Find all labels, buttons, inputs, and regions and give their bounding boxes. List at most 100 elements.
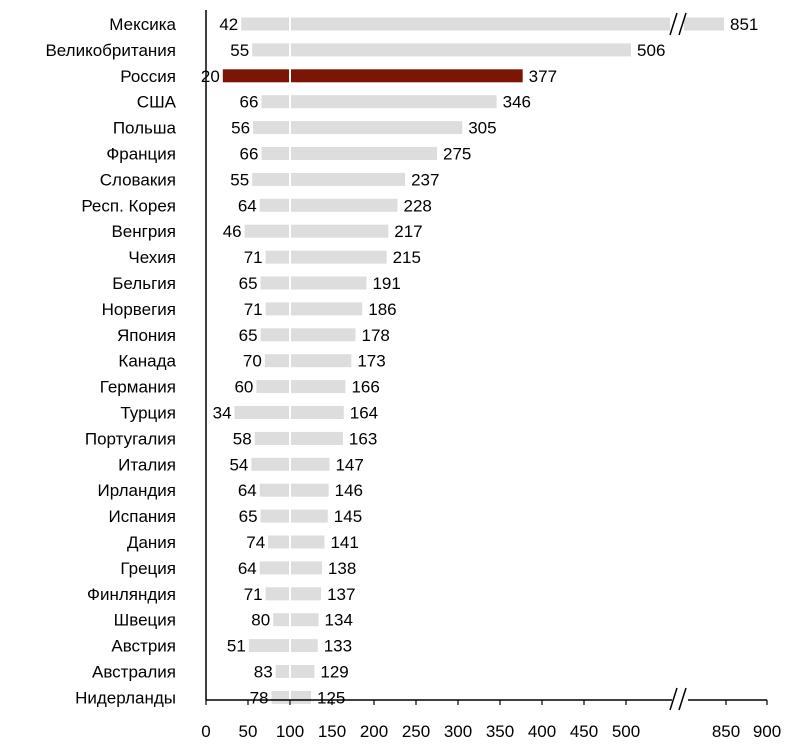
start-value-label: 46 xyxy=(223,222,242,241)
category-label: Австралия xyxy=(92,663,176,682)
range-bar xyxy=(244,224,389,238)
start-value-label: 56 xyxy=(231,119,250,138)
category-label: США xyxy=(137,93,177,112)
start-value-label: 58 xyxy=(233,429,252,448)
bar-break-mark xyxy=(678,12,687,36)
category-label: Великобритания xyxy=(45,41,176,60)
range-bar xyxy=(271,690,311,704)
end-value-label: 133 xyxy=(324,637,352,656)
range-bar xyxy=(241,17,724,31)
start-value-label: 80 xyxy=(251,611,270,630)
end-value-label: 166 xyxy=(351,378,379,397)
start-value-label: 64 xyxy=(238,481,257,500)
range-bar xyxy=(265,302,363,316)
start-value-label: 71 xyxy=(244,248,263,267)
x-tick-label: 250 xyxy=(402,722,430,741)
end-value-label: 191 xyxy=(372,274,400,293)
end-value-label: 851 xyxy=(730,15,758,34)
start-value-label: 64 xyxy=(238,559,257,578)
x-tick-label: 900 xyxy=(753,722,781,741)
x-tick-label: 150 xyxy=(318,722,346,741)
category-label: Нидерланды xyxy=(75,688,176,707)
start-value-label: 66 xyxy=(240,93,259,112)
start-value-label: 65 xyxy=(239,326,258,345)
category-label: Чехия xyxy=(128,248,176,267)
range-bar xyxy=(260,509,328,523)
category-label: Италия xyxy=(118,455,176,474)
range-bar xyxy=(261,147,437,160)
start-value-label: 20 xyxy=(201,67,220,86)
category-label: Мексика xyxy=(109,15,176,34)
end-value-label: 178 xyxy=(362,326,390,345)
range-bar xyxy=(275,665,315,678)
range-bar xyxy=(248,639,318,653)
x-tick-label: 850 xyxy=(712,722,740,741)
end-value-label: 164 xyxy=(350,404,378,423)
range-bar xyxy=(260,276,367,290)
x-tick-label: 400 xyxy=(528,722,556,741)
start-value-label: 34 xyxy=(213,404,232,423)
end-value-label: 129 xyxy=(320,663,348,682)
start-value-label: 83 xyxy=(254,663,273,682)
category-label: Финляндия xyxy=(87,585,176,604)
end-value-label: 346 xyxy=(503,93,531,112)
range-bar xyxy=(256,380,346,394)
end-value-label: 215 xyxy=(393,248,421,267)
end-value-label: 146 xyxy=(335,481,363,500)
end-value-label: 228 xyxy=(404,196,432,215)
start-value-label: 64 xyxy=(238,196,257,215)
end-value-label: 137 xyxy=(327,585,355,604)
end-value-label: 147 xyxy=(335,455,363,474)
category-label: Франция xyxy=(106,145,176,164)
category-label: Япония xyxy=(117,326,176,345)
x-tick-label: 500 xyxy=(612,722,640,741)
range-bar xyxy=(254,431,343,445)
category-label: Греция xyxy=(120,559,176,578)
highlighted-bar xyxy=(222,69,523,83)
range-bar xyxy=(273,613,319,627)
end-value-label: 217 xyxy=(394,222,422,241)
category-label: Венгрия xyxy=(111,222,176,241)
x-tick-label: 450 xyxy=(570,722,598,741)
category-label: Польша xyxy=(113,119,177,138)
end-value-label: 186 xyxy=(368,300,396,319)
x-tick-label: 350 xyxy=(486,722,514,741)
start-value-label: 70 xyxy=(243,352,262,371)
start-value-label: 65 xyxy=(239,274,258,293)
start-value-label: 55 xyxy=(230,41,249,60)
category-label: Испания xyxy=(109,507,176,526)
end-value-label: 377 xyxy=(529,67,557,86)
start-value-label: 71 xyxy=(244,300,263,319)
range-bar xyxy=(253,121,463,135)
end-value-label: 145 xyxy=(334,507,362,526)
end-value-label: 125 xyxy=(317,688,345,707)
category-label: Швеция xyxy=(114,611,176,630)
category-label: Ирландия xyxy=(98,481,176,500)
start-value-label: 54 xyxy=(229,455,248,474)
category-label: Словакия xyxy=(100,170,176,189)
end-value-label: 141 xyxy=(330,533,358,552)
range-bar xyxy=(264,354,352,368)
category-label: Норвегия xyxy=(102,300,176,319)
range-bar xyxy=(252,172,406,186)
x-tick-label: 100 xyxy=(276,722,304,741)
range-bar xyxy=(265,587,322,601)
start-value-label: 55 xyxy=(230,170,249,189)
start-value-label: 60 xyxy=(234,378,253,397)
end-value-label: 173 xyxy=(357,352,385,371)
start-value-label: 78 xyxy=(250,688,269,707)
range-bar xyxy=(260,328,356,342)
end-value-label: 138 xyxy=(328,559,356,578)
range-bar xyxy=(261,95,497,109)
start-value-label: 51 xyxy=(227,637,246,656)
category-label: Турция xyxy=(120,404,176,423)
category-label: Респ. Корея xyxy=(81,196,176,215)
category-label: Австрия xyxy=(111,637,176,656)
start-value-label: 65 xyxy=(239,507,258,526)
range-bar xyxy=(252,43,632,57)
category-label: Дания xyxy=(127,533,176,552)
start-value-label: 66 xyxy=(240,145,259,164)
category-label: Португалия xyxy=(85,429,176,448)
axis-break-mark xyxy=(669,687,678,711)
